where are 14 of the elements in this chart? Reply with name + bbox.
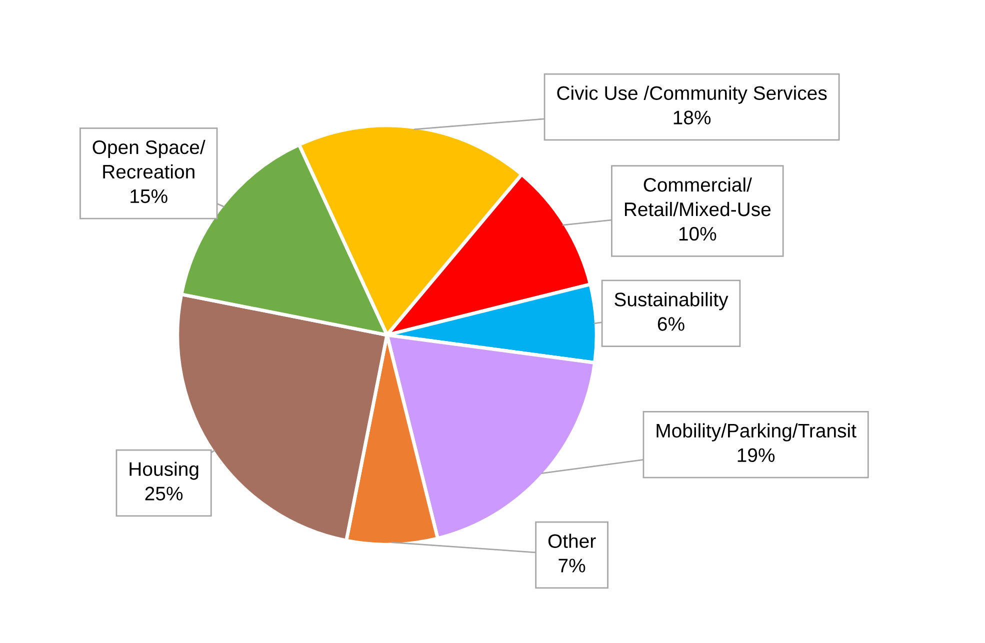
slice-label: Commercial/ Retail/Mixed-Use: [624, 177, 771, 216]
data-label: 25%: [145, 486, 183, 500]
data-label: 15%: [130, 189, 168, 204]
data-label: 18%: [674, 110, 711, 124]
slice-label: Open Space/ Recreation: [92, 140, 206, 179]
slice-label: Mobility/Parking/Transit: [656, 423, 856, 442]
data-label: 19%: [738, 448, 775, 462]
slice-label: Other: [548, 534, 596, 548]
slice-label: Civic Use /Community Services: [557, 86, 827, 104]
data-label: 6%: [658, 317, 684, 331]
data-label: 7%: [558, 558, 586, 572]
slice-label: Housing: [130, 462, 198, 480]
slice-label: Sustainability: [614, 292, 728, 310]
data-label: 10%: [679, 226, 716, 241]
